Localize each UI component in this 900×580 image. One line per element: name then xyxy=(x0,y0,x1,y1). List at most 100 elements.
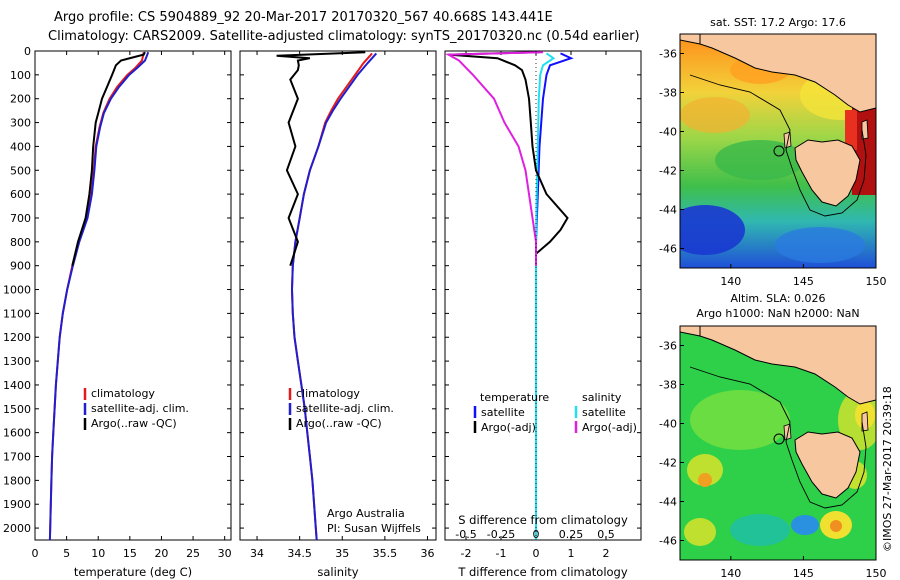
panel-salinity: 34 34.5 35 35.5 36 salinity climatology satelli… xyxy=(239,50,437,579)
series-line-climatology xyxy=(290,52,373,541)
legend-label: climatology xyxy=(91,387,155,400)
map-x-tick-label: 145 xyxy=(793,275,814,288)
x-tick-label: -2 xyxy=(461,547,472,560)
depth-tick-label: 2000 xyxy=(3,522,31,535)
map-y-tick-label: -42 xyxy=(659,457,677,470)
x-tick-label: 30 xyxy=(218,547,232,560)
map-y-tick-label: -44 xyxy=(659,496,677,509)
depth-tick-label: 1900 xyxy=(3,498,31,511)
x-tick-label: 20 xyxy=(154,547,168,560)
x-axis-label: salinity xyxy=(317,565,358,579)
map-y-tick-label: -38 xyxy=(659,379,677,392)
x-tick-label: 1 xyxy=(568,547,575,560)
map-y-tick-label: -38 xyxy=(659,87,677,100)
panel-differences: -2 -1 0 1 2 T difference from climatology temp… xyxy=(444,50,642,579)
sla-map-title: Altim. SLA: 0.026 xyxy=(730,292,825,305)
depth-tick-label: 500 xyxy=(10,164,31,177)
depth-tick-label: 1800 xyxy=(3,474,31,487)
x-axis-label-top: S difference from climatology xyxy=(458,513,628,527)
plot-frame xyxy=(34,50,232,541)
depth-tick-label: 600 xyxy=(10,188,31,201)
series-line-salinity-satellite xyxy=(535,52,556,540)
legend-label: climatology xyxy=(296,387,360,400)
map-y-tick-label: -40 xyxy=(659,126,677,139)
x-tick-label: 0 xyxy=(533,547,540,560)
map-y-tick-label: -46 xyxy=(659,535,677,548)
sla-map-title2: Argo h1000: NaN h2000: NaN xyxy=(696,307,859,320)
map-x-tick-label: 150 xyxy=(866,567,887,580)
legend-label: satellite-adj. clim. xyxy=(296,402,394,415)
depth-tick-label: 1600 xyxy=(3,427,31,440)
x-tick-label: 34.5 xyxy=(287,547,312,560)
depth-tick-label: 0 xyxy=(24,45,31,58)
depth-tick-label: 1500 xyxy=(3,403,31,416)
depth-tick-label: 900 xyxy=(10,260,31,273)
series-line-argo-raw-qc- xyxy=(276,51,366,267)
x-tick-label: 15 xyxy=(123,547,137,560)
depth-tick-label: 400 xyxy=(10,140,31,153)
legend-label: Argo(..raw -QC) xyxy=(91,417,177,430)
x-tick-label-s: 0.25 xyxy=(559,528,584,541)
legend-label: satellite xyxy=(582,406,626,419)
sla-map-image xyxy=(680,326,876,560)
depth-tick-label: 1000 xyxy=(3,284,31,297)
figure-title-line1: Argo profile: CS 5904889_92 20-Mar-2017 … xyxy=(54,10,553,25)
x-axis-label: temperature (deg C) xyxy=(74,565,192,579)
sst-map-title: sat. SST: 17.2 Argo: 17.6 xyxy=(710,16,846,29)
legend-label: satellite-adj. clim. xyxy=(91,402,189,415)
depth-tick-label: 200 xyxy=(10,93,31,106)
x-tick-label: 0 xyxy=(32,547,39,560)
depth-tick-label: 1400 xyxy=(3,379,31,392)
map-x-tick-label: 140 xyxy=(720,567,741,580)
plot-frame xyxy=(239,50,437,541)
map-y-tick-label: -36 xyxy=(659,48,677,61)
series-line-climatology xyxy=(48,52,145,541)
series-line-satellite-adj-clim- xyxy=(48,51,150,541)
imos-credit: ©IMOS 27-Mar-2017 20:39:18 xyxy=(881,386,894,552)
legend-label: Argo(-adj) xyxy=(582,421,637,434)
x-tick-label: 34 xyxy=(250,547,264,560)
map-y-tick-label: -40 xyxy=(659,418,677,431)
series-line-temperature-satellite xyxy=(535,52,574,540)
x-tick-label-s: -0.25 xyxy=(487,528,515,541)
depth-tick-label: 100 xyxy=(10,69,31,82)
depth-tick-label: 1700 xyxy=(3,451,31,464)
credit-line2: PI: Susan Wijffels xyxy=(327,522,421,535)
series-line-temperature-argo-adj- xyxy=(448,51,569,266)
map-x-tick-label: 140 xyxy=(720,275,741,288)
depth-tick-label: 1100 xyxy=(3,307,31,320)
map-x-tick-label: 145 xyxy=(793,567,814,580)
x-tick-label-s: 0 xyxy=(533,528,540,541)
x-tick-label: 2 xyxy=(603,547,610,560)
map-y-tick-label: -46 xyxy=(659,243,677,256)
series-line-salinity-argo-adj- xyxy=(444,51,544,266)
depth-tick-label: 1300 xyxy=(3,355,31,368)
map-y-tick-label: -44 xyxy=(659,204,677,217)
legend-label: Argo(-adj) xyxy=(481,421,536,434)
depth-tick-label: 700 xyxy=(10,212,31,225)
series-line-satellite-adj-clim- xyxy=(290,52,378,541)
x-tick-label: -1 xyxy=(496,547,507,560)
sst-map-image xyxy=(680,34,876,268)
plot-frame xyxy=(444,50,642,541)
x-tick-label-s: -0.5 xyxy=(455,528,476,541)
panel-temperature: 0100200300400500600700800900100011001200… xyxy=(3,45,232,579)
map-x-tick-label: 150 xyxy=(866,275,887,288)
x-tick-label: 25 xyxy=(186,547,200,560)
legend-temperature-header: temperature xyxy=(480,391,549,404)
map-y-tick-label: -36 xyxy=(659,340,677,353)
x-tick-label: 10 xyxy=(91,547,105,560)
legend-label: Argo(..raw -QC) xyxy=(296,417,382,430)
x-tick-label: 36 xyxy=(420,547,434,560)
legend-salinity-header: salinity xyxy=(582,391,622,404)
legend-label: satellite xyxy=(481,406,525,419)
x-tick-label: 5 xyxy=(63,547,70,560)
series-line-argo-raw-qc- xyxy=(71,51,146,266)
x-tick-label: 35.5 xyxy=(373,547,398,560)
figure-title-line2: Climatology: CARS2009. Satellite-adjuste… xyxy=(48,29,640,44)
depth-tick-label: 300 xyxy=(10,117,31,130)
map-y-tick-label: -42 xyxy=(659,165,677,178)
depth-tick-label: 800 xyxy=(10,236,31,249)
x-tick-label: 35 xyxy=(335,547,349,560)
